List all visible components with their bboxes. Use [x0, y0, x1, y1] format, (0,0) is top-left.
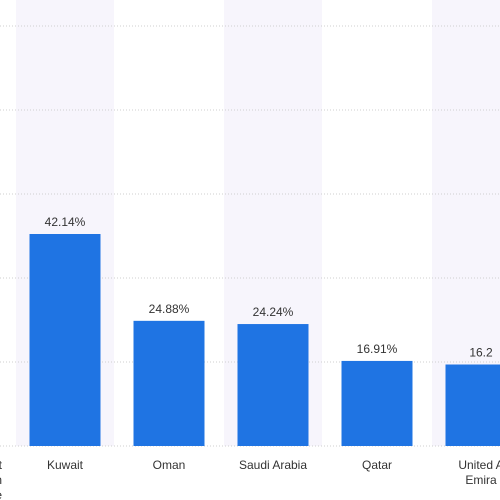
bar-2: [133, 320, 205, 446]
data-label-2: 24.88%: [149, 302, 190, 316]
tick-label-0: stnge: [0, 458, 3, 500]
bar-5: [445, 364, 500, 446]
data-label-3: 24.24%: [253, 305, 294, 319]
data-label-5: 16.2: [469, 346, 493, 360]
data-label-4: 16.91%: [357, 342, 398, 356]
bar-1: [29, 234, 101, 446]
tick-label-3: Saudi Arabia: [239, 458, 307, 472]
tick-label-2: Oman: [153, 458, 186, 472]
tick-label-1: Kuwait: [47, 458, 84, 472]
bar-4: [341, 360, 413, 446]
bar-3: [237, 324, 309, 446]
tick-label-5: United A Emira: [458, 458, 500, 487]
data-label-1: 42.14%: [45, 215, 86, 229]
tick-label-4: Qatar: [362, 458, 392, 472]
